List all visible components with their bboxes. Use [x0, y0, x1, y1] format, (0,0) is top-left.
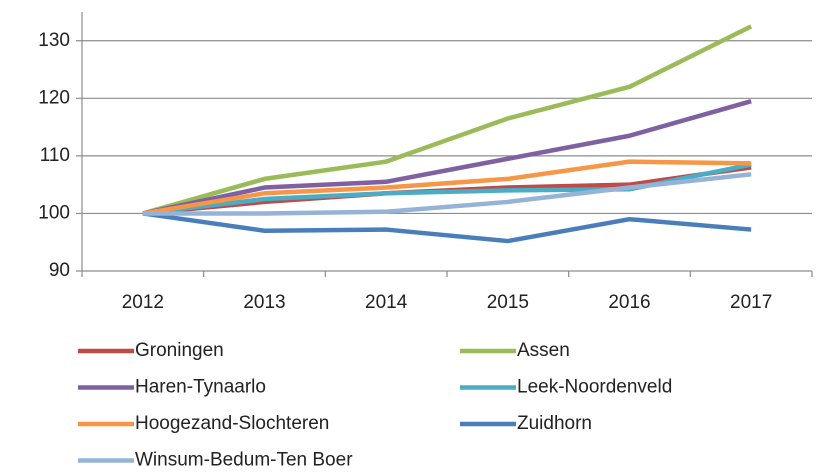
y-tick-label: 90: [49, 260, 70, 281]
x-tick-label: 2017: [730, 292, 772, 313]
series-line: [142, 172, 752, 216]
y-tick-label: 120: [38, 87, 70, 108]
x-tick-label: 2015: [487, 292, 529, 313]
legend-label: Leek-Noordenveld: [517, 377, 672, 398]
legend-label: Assen: [517, 340, 570, 361]
series-line: [142, 24, 753, 216]
y-tick-label: 130: [38, 30, 70, 51]
x-tick-label: 2016: [608, 292, 650, 313]
x-tick-label: 2012: [122, 292, 164, 313]
y-tick-label: 100: [38, 202, 70, 223]
x-tick-label: 2013: [243, 292, 285, 313]
legend-label: Haren-Tynaarlo: [135, 377, 266, 398]
legend-label: Zuidhorn: [517, 413, 592, 434]
legend-label: Winsum-Bedum-Ten Boer: [135, 450, 353, 471]
series-line: [142, 159, 752, 216]
series-line: [142, 211, 752, 244]
x-tick-label: 2014: [365, 292, 408, 313]
series-line: [142, 99, 752, 216]
legend-label: Hoogezand-Slochteren: [135, 413, 329, 434]
legend-label: Groningen: [135, 340, 224, 361]
y-tick-label: 110: [40, 145, 70, 166]
